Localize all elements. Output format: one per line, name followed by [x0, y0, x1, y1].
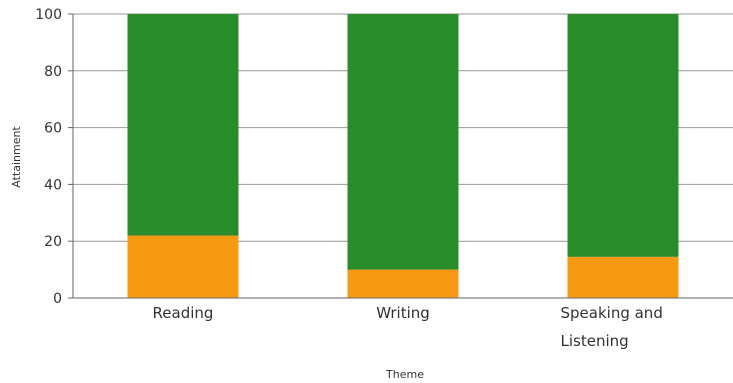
bar-segment	[567, 14, 679, 257]
y-tick-label: 60	[44, 121, 62, 137]
bars	[127, 14, 679, 298]
y-tick-label: 40	[44, 177, 62, 193]
y-tick-label: 80	[44, 64, 62, 80]
x-category-labels: Reading Writing Speaking and Listening	[153, 304, 663, 350]
bar-segment	[347, 14, 459, 270]
x-category-label-line: Listening	[561, 332, 629, 350]
y-tick-label: 0	[53, 291, 62, 307]
bar-segment	[127, 14, 239, 236]
x-category-label: Speaking and Listening	[561, 304, 663, 350]
y-tick-label: 100	[35, 7, 62, 23]
y-tick-label: 20	[44, 234, 62, 250]
y-tick-labels: 0 20 40 60 80 100	[35, 7, 62, 307]
x-category-label: Reading	[153, 304, 214, 322]
bar-segment	[567, 256, 679, 298]
x-axis-title: Theme	[385, 368, 424, 381]
x-category-label-line: Speaking and	[561, 304, 663, 322]
axes	[68, 13, 733, 299]
y-axis-title: Attainment	[10, 126, 23, 188]
bar-segment	[127, 235, 239, 298]
bar-segment	[347, 269, 459, 298]
x-category-label: Writing	[376, 304, 430, 322]
